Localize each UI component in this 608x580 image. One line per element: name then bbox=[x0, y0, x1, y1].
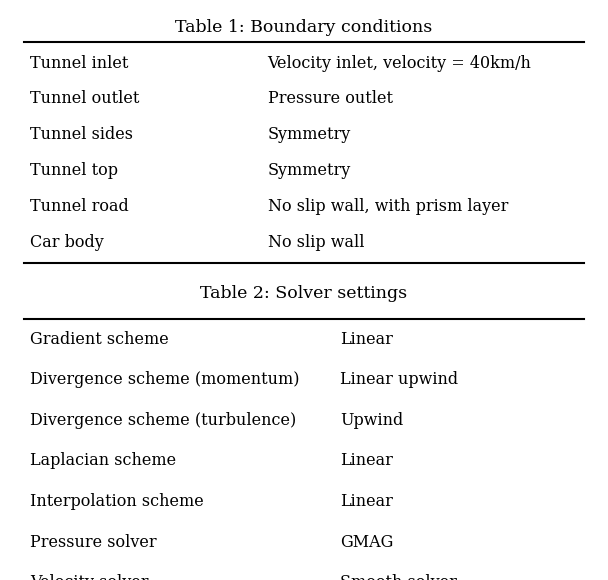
Text: Tunnel road: Tunnel road bbox=[30, 198, 129, 215]
Text: Tunnel sides: Tunnel sides bbox=[30, 126, 133, 143]
Text: Tunnel outlet: Tunnel outlet bbox=[30, 90, 140, 107]
Text: Car body: Car body bbox=[30, 234, 104, 251]
Text: GMAG: GMAG bbox=[340, 534, 394, 550]
Text: Pressure solver: Pressure solver bbox=[30, 534, 157, 550]
Text: Tunnel top: Tunnel top bbox=[30, 162, 119, 179]
Text: Upwind: Upwind bbox=[340, 412, 404, 429]
Text: Divergence scheme (momentum): Divergence scheme (momentum) bbox=[30, 371, 300, 388]
Text: Velocity inlet, velocity = 40km/h: Velocity inlet, velocity = 40km/h bbox=[268, 55, 531, 71]
Text: Laplacian scheme: Laplacian scheme bbox=[30, 452, 176, 469]
Text: Table 1: Boundary conditions: Table 1: Boundary conditions bbox=[175, 19, 433, 35]
Text: Table 2: Solver settings: Table 2: Solver settings bbox=[201, 285, 407, 302]
Text: Divergence scheme (turbulence): Divergence scheme (turbulence) bbox=[30, 412, 297, 429]
Text: Interpolation scheme: Interpolation scheme bbox=[30, 493, 204, 510]
Text: Linear upwind: Linear upwind bbox=[340, 371, 458, 388]
Text: No slip wall, with prism layer: No slip wall, with prism layer bbox=[268, 198, 508, 215]
Text: Symmetry: Symmetry bbox=[268, 126, 351, 143]
Text: Linear: Linear bbox=[340, 452, 393, 469]
Text: Gradient scheme: Gradient scheme bbox=[30, 331, 169, 347]
Text: Linear: Linear bbox=[340, 493, 393, 510]
Text: Symmetry: Symmetry bbox=[268, 162, 351, 179]
Text: Velocity solver: Velocity solver bbox=[30, 574, 149, 580]
Text: Pressure outlet: Pressure outlet bbox=[268, 90, 393, 107]
Text: No slip wall: No slip wall bbox=[268, 234, 364, 251]
Text: Smooth solver: Smooth solver bbox=[340, 574, 457, 580]
Text: Linear: Linear bbox=[340, 331, 393, 347]
Text: Tunnel inlet: Tunnel inlet bbox=[30, 55, 129, 71]
